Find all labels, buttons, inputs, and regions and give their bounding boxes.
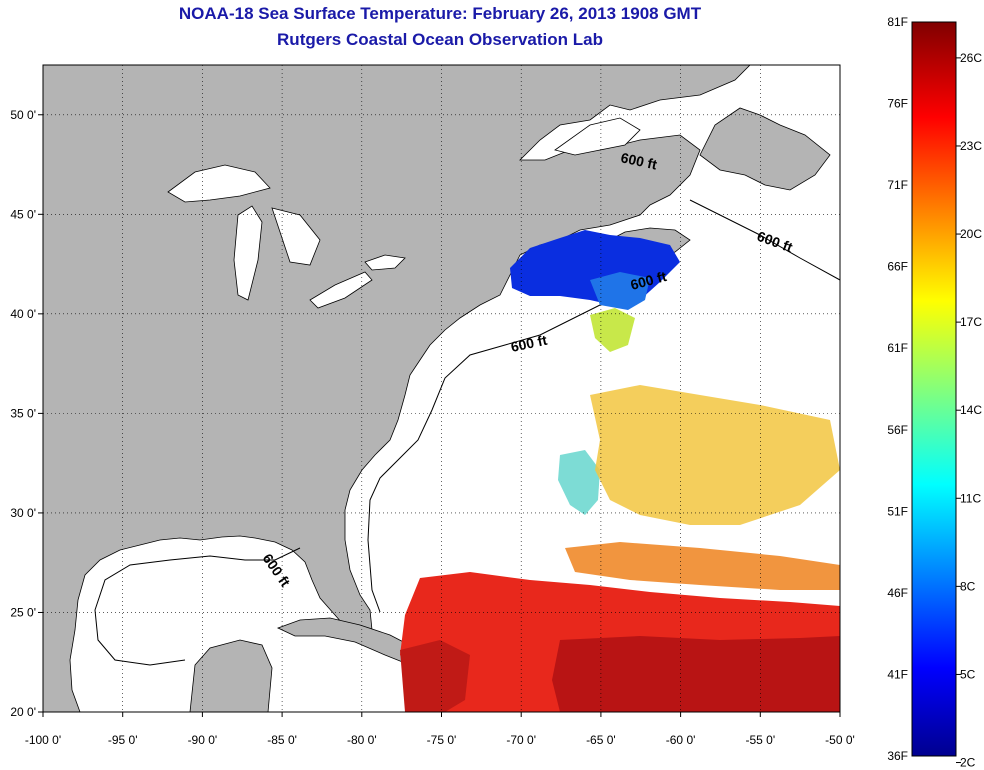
lat-tick-label: 25 0' [10, 605, 36, 619]
sst-cool-patch [590, 272, 650, 310]
lon-tick-label: -90 0' [188, 733, 218, 747]
colorbar-f-label: 61F [887, 341, 908, 355]
colorbar-f-label: 76F [887, 97, 908, 111]
sst-orange-band [565, 542, 840, 590]
lake-huron [271, 207, 321, 266]
colorbar-f-label: 41F [887, 667, 908, 681]
north-america-land [43, 65, 751, 712]
sst-bahamas-hot [400, 640, 470, 712]
sst-warm-scatter [590, 385, 840, 525]
colorbar-c-label: 20C [960, 227, 982, 241]
lon-tick-label: -60 0' [666, 733, 696, 747]
colorbar-f-label: 51F [887, 504, 908, 518]
colorbar-f-label: 46F [887, 586, 908, 600]
contour-label-1: 600 ft [619, 149, 658, 172]
lon-tick-label: -70 0' [506, 733, 536, 747]
map-subtitle: Rutgers Coastal Ocean Observation Lab [277, 30, 603, 49]
colorbar-c-label: 17C [960, 315, 982, 329]
yucatan-land [189, 639, 273, 712]
newfoundland-land [699, 107, 831, 191]
st-lawrence-gulf [554, 117, 641, 156]
lat-tick-label: 30 0' [10, 506, 36, 520]
lake-michigan [233, 205, 263, 301]
lon-tick-label: -100 0' [25, 733, 61, 747]
lat-tick-label: 45 0' [10, 207, 36, 221]
grid-lines [43, 65, 840, 712]
lon-tick-label: -50 0' [825, 733, 855, 747]
lat-tick-label: 35 0' [10, 406, 36, 420]
colorbar-f-label: 71F [887, 178, 908, 192]
colorbar-c-label: 11C [960, 491, 981, 505]
colorbar-c-label: 8C [960, 579, 976, 593]
sst-hottest-region [552, 636, 840, 712]
lon-tick-label: -75 0' [427, 733, 457, 747]
colorbar-f-label: 81F [887, 15, 908, 29]
lon-tick-label: -65 0' [586, 733, 616, 747]
contour-label-4: 600 ft [509, 332, 548, 355]
lake-erie [309, 271, 373, 309]
lon-tick-label: -55 0' [745, 733, 775, 747]
lat-tick-label: 40 0' [10, 307, 36, 321]
contour-600ft [94, 199, 840, 666]
colorbar-f-label: 56F [887, 423, 908, 437]
colorbar-c-label: 23C [960, 139, 982, 153]
colorbar-c-label: 14C [960, 403, 982, 417]
lake-superior [167, 164, 271, 203]
lon-tick-label: -85 0' [267, 733, 297, 747]
map-title: NOAA-18 Sea Surface Temperature: Februar… [178, 4, 702, 23]
lake-ontario [364, 254, 406, 271]
colorbar-c-label: 5C [960, 667, 976, 681]
lon-tick-label: -80 0' [347, 733, 377, 747]
colorbar-f-label: 36F [887, 749, 908, 763]
colorbar [911, 21, 957, 757]
lat-tick-label: 50 0' [10, 108, 36, 122]
sst-gulf-stream-north [590, 308, 635, 352]
sst-cyan-patch [558, 450, 600, 515]
colorbar-c-label: 26C [960, 51, 982, 65]
colorbar-f-label: 66F [887, 260, 908, 274]
lat-tick-label: 20 0' [10, 705, 36, 719]
lon-tick-label: -95 0' [108, 733, 138, 747]
colorbar-c-label: 2C [960, 756, 976, 770]
